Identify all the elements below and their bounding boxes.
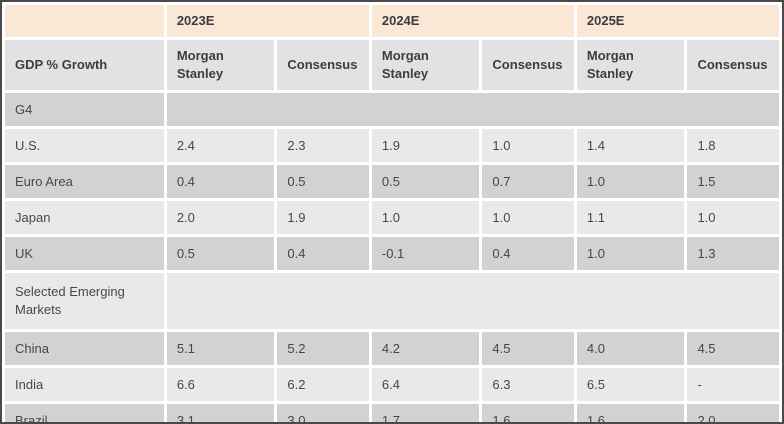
subheader-morgan-stanley-2023: Morgan Stanley (166, 40, 275, 90)
row-label: India (5, 368, 164, 401)
value-cell: 1.0 (371, 201, 480, 234)
value-cell: -0.1 (371, 237, 480, 270)
year-header-2023e: 2023E (166, 5, 369, 37)
value-cell: 5.2 (277, 332, 369, 365)
value-cell: 1.3 (687, 237, 779, 270)
value-cell: 4.5 (482, 332, 574, 365)
table-row-india: India 6.6 6.2 6.4 6.3 6.5 - (5, 368, 779, 401)
value-cell: 1.8 (687, 129, 779, 162)
value-cell: 6.3 (482, 368, 574, 401)
value-cell: 6.6 (166, 368, 275, 401)
value-cell: - (687, 368, 779, 401)
subheader-consensus-2025: Consensus (687, 40, 779, 90)
corner-cell (5, 5, 164, 37)
table-row-china: China 5.1 5.2 4.2 4.5 4.0 4.5 (5, 332, 779, 365)
value-cell: 2.0 (687, 404, 779, 422)
subheader-consensus-2024: Consensus (482, 40, 574, 90)
value-cell: 0.4 (166, 165, 275, 198)
value-cell: 3.1 (166, 404, 275, 422)
row-label: Brazil (5, 404, 164, 422)
table-row-brazil: Brazil 3.1 3.0 1.7 1.6 1.6 2.0 (5, 404, 779, 422)
value-cell: 1.0 (576, 237, 685, 270)
value-cell: 1.0 (687, 201, 779, 234)
row-label: China (5, 332, 164, 365)
value-cell: 0.5 (371, 165, 480, 198)
table-row-euro-area: Euro Area 0.4 0.5 0.5 0.7 1.0 1.5 (5, 165, 779, 198)
value-cell: 6.4 (371, 368, 480, 401)
value-cell: 2.0 (166, 201, 275, 234)
value-cell: 2.4 (166, 129, 275, 162)
value-cell: 3.0 (277, 404, 369, 422)
row-label: G4 (5, 93, 164, 126)
year-header-row: 2023E 2024E 2025E (5, 5, 779, 37)
value-cell: 0.5 (277, 165, 369, 198)
value-cell: 1.1 (576, 201, 685, 234)
value-cell: 6.2 (277, 368, 369, 401)
value-cell: 4.0 (576, 332, 685, 365)
value-cell: 0.4 (277, 237, 369, 270)
section-spacer-cell (166, 93, 779, 126)
gdp-growth-header: GDP % Growth (5, 40, 164, 90)
row-label: Selected Emerging Markets (5, 273, 164, 329)
value-cell: 0.7 (482, 165, 574, 198)
table-row-us: U.S. 2.4 2.3 1.9 1.0 1.4 1.8 (5, 129, 779, 162)
subheader-consensus-2023: Consensus (277, 40, 369, 90)
value-cell: 4.5 (687, 332, 779, 365)
subheader-row: GDP % Growth Morgan Stanley Consensus Mo… (5, 40, 779, 90)
value-cell: 1.0 (482, 201, 574, 234)
section-spacer-cell (166, 273, 779, 329)
table-row-japan: Japan 2.0 1.9 1.0 1.0 1.1 1.0 (5, 201, 779, 234)
value-cell: 1.9 (371, 129, 480, 162)
value-cell: 1.6 (482, 404, 574, 422)
value-cell: 0.4 (482, 237, 574, 270)
value-cell: 0.5 (166, 237, 275, 270)
row-label: Euro Area (5, 165, 164, 198)
value-cell: 4.2 (371, 332, 480, 365)
value-cell: 1.6 (576, 404, 685, 422)
value-cell: 2.3 (277, 129, 369, 162)
section-row-selected-emerging-markets: Selected Emerging Markets (5, 273, 779, 329)
row-label: UK (5, 237, 164, 270)
subheader-morgan-stanley-2025: Morgan Stanley (576, 40, 685, 90)
value-cell: 1.9 (277, 201, 369, 234)
value-cell: 1.4 (576, 129, 685, 162)
year-header-2025e: 2025E (576, 5, 779, 37)
value-cell: 5.1 (166, 332, 275, 365)
table-row-uk: UK 0.5 0.4 -0.1 0.4 1.0 1.3 (5, 237, 779, 270)
subheader-morgan-stanley-2024: Morgan Stanley (371, 40, 480, 90)
value-cell: 6.5 (576, 368, 685, 401)
value-cell: 1.0 (482, 129, 574, 162)
value-cell: 1.5 (687, 165, 779, 198)
value-cell: 1.7 (371, 404, 480, 422)
value-cell: 1.0 (576, 165, 685, 198)
row-label: U.S. (5, 129, 164, 162)
year-header-2024e: 2024E (371, 5, 574, 37)
row-label: Japan (5, 201, 164, 234)
section-row-g4: G4 (5, 93, 779, 126)
